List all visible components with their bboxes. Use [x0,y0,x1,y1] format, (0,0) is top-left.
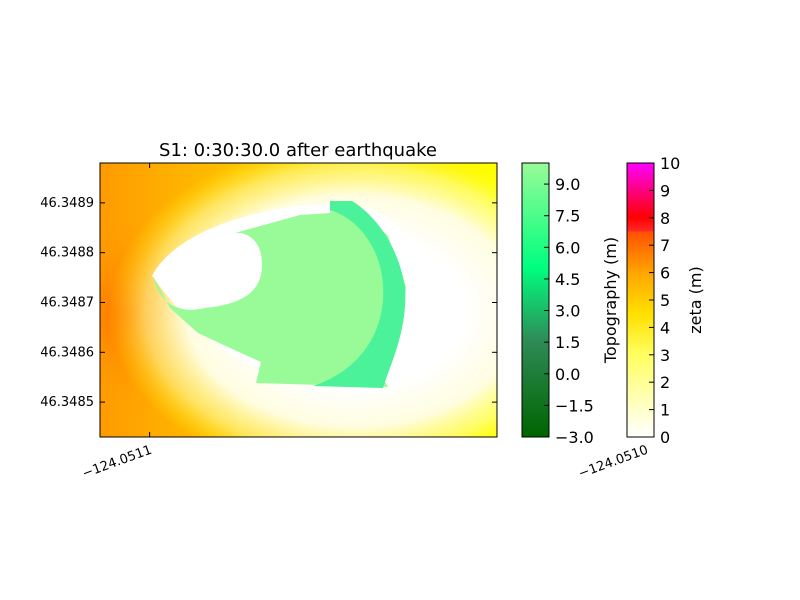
colorbar-tick-label: 1.5 [555,333,580,352]
colorbar-tick-label: 6.0 [555,238,580,257]
topography-ridge [313,201,406,388]
colorbar-tick-label: 4.5 [555,270,580,289]
colorbar-tick-label: 9 [660,181,670,200]
x-tick-label: −124.0511 [80,443,154,482]
y-tick-label: 46.3488 [40,246,94,261]
colorbar-tick-label: −3.0 [555,428,594,447]
colorbar-tick-label: 3.0 [555,302,580,321]
topography-colorbar-gradient [521,162,550,438]
colorbar-tick-label: 1 [660,401,670,420]
colorbar-tick-label: 2 [660,373,670,392]
topography-colorbar-label: Topography (m) [601,237,620,364]
heatmap-area [100,163,497,437]
colorbar-tick-label: 5 [660,291,670,310]
y-tick-label: 46.3485 [40,395,94,410]
y-tick-label: 46.3487 [40,295,94,310]
colorbar-tick-label: 9.0 [555,175,580,194]
colorbar-tick-label: 10 [660,154,680,173]
colorbar-tick-label: 6 [660,264,670,283]
colorbar-tick-label: 3 [660,346,670,365]
colorbar-tick-label: 0 [660,428,670,447]
y-tick-label: 46.3489 [40,196,94,211]
chart-title: S1: 0:30:30.0 after earthquake [159,140,437,161]
colorbar-tick-label: 8 [660,209,670,228]
colorbar-tick-label: 4 [660,318,670,337]
y-tick-label: 46.3486 [40,345,94,360]
colorbar-tick-label: 7.5 [555,207,580,226]
colorbar-tick-label: −1.5 [555,396,594,415]
topography-land-mass [153,201,406,387]
topography-colorbar-ticks: 9.0 7.5 6.0 4.5 3.0 1.5 0.0 −1.5 −3.0 [544,175,594,447]
colorbar-tick-label: 0.0 [555,365,580,384]
colorbar-tick-label: 7 [660,236,670,255]
y-axis: 46.3489 46.3488 46.3487 46.3486 46.3485 [40,196,497,410]
x-tick-label: −124.0510 [577,443,651,482]
zeta-colorbar-label: zeta (m) [686,266,705,333]
topography-colorbar: 9.0 7.5 6.0 4.5 3.0 1.5 0.0 −1.5 −3.0 Topography… [521,162,620,447]
plot-frame [99,162,498,438]
